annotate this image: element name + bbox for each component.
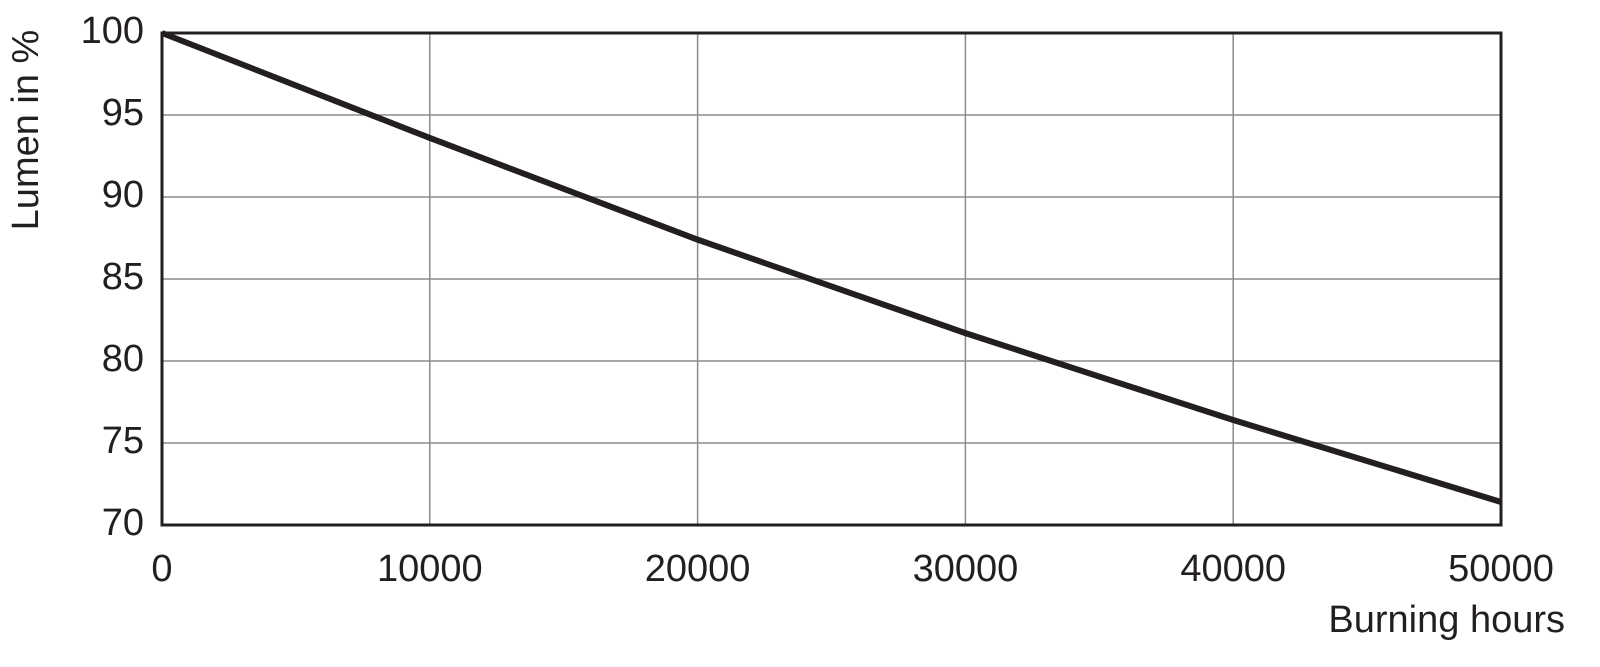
y-tick-label: 80 xyxy=(102,338,144,380)
y-axis-label: Lumen in % xyxy=(5,30,47,231)
x-axis-label: Burning hours xyxy=(1328,599,1565,641)
x-tick-label: 30000 xyxy=(913,548,1019,590)
x-tick-label: 0 xyxy=(151,548,172,590)
y-tick-label: 85 xyxy=(102,256,144,298)
y-tick-label: 70 xyxy=(102,502,144,544)
y-tick-label: 90 xyxy=(102,174,144,216)
x-tick-label: 40000 xyxy=(1180,548,1286,590)
plot-border xyxy=(160,31,1503,527)
x-tick-label: 20000 xyxy=(645,548,751,590)
data-line xyxy=(160,30,1502,505)
y-tick-label: 95 xyxy=(102,92,144,134)
y-tick-label: 75 xyxy=(102,420,144,462)
x-tick-label: 10000 xyxy=(377,548,483,590)
y-tick-label: 100 xyxy=(81,10,144,52)
x-tick-label: 50000 xyxy=(1448,548,1554,590)
